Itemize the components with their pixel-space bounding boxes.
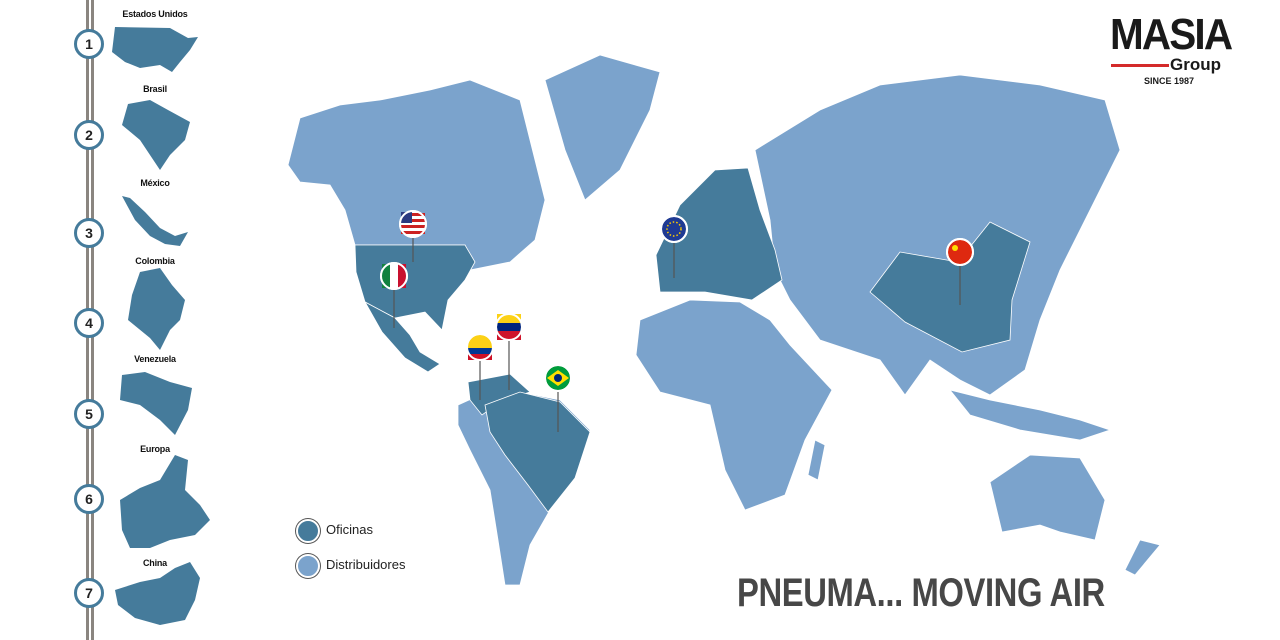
china-silhouette bbox=[115, 562, 200, 625]
country-label: Europa bbox=[140, 444, 170, 454]
eu-flag-icon bbox=[660, 215, 688, 243]
step-number: 5 bbox=[74, 399, 104, 429]
brazil-region bbox=[484, 391, 591, 513]
step-number: 7 bbox=[74, 578, 104, 608]
tagline: PNEUMA... MOVING AIR bbox=[737, 571, 1105, 615]
asia-region bbox=[754, 74, 1121, 396]
step-number: 1 bbox=[74, 29, 104, 59]
venezuela-flag-icon bbox=[495, 313, 523, 341]
distributors-legend-label: Distribuidores bbox=[326, 557, 406, 572]
country-label: México bbox=[140, 178, 170, 188]
step-number: 3 bbox=[74, 218, 104, 248]
usa-region bbox=[354, 244, 476, 331]
australia-region bbox=[989, 454, 1106, 541]
mexico-silhouette bbox=[122, 196, 188, 246]
africa-region bbox=[635, 299, 833, 511]
greenland-region bbox=[544, 54, 661, 201]
brazil-flag-icon bbox=[544, 364, 572, 392]
step-number: 2 bbox=[74, 120, 104, 150]
brazil-silhouette bbox=[122, 100, 190, 170]
new-zealand-region bbox=[1124, 539, 1161, 576]
venezuela-silhouette bbox=[120, 372, 192, 435]
usa-flag-icon bbox=[399, 210, 427, 238]
europe-silhouette bbox=[120, 455, 210, 548]
offices-legend-label: Oficinas bbox=[326, 522, 373, 537]
logo-red-line bbox=[1111, 64, 1169, 67]
colombia-silhouette bbox=[128, 268, 185, 350]
usa-silhouette bbox=[112, 27, 198, 72]
step-number: 6 bbox=[74, 484, 104, 514]
distributors-legend-swatch bbox=[296, 554, 320, 578]
north-america-region bbox=[287, 79, 546, 271]
madagascar-region bbox=[807, 439, 826, 481]
china-region bbox=[869, 221, 1031, 353]
country-label: Colombia bbox=[135, 256, 175, 266]
china-flag-icon bbox=[946, 238, 974, 266]
mexico-region bbox=[363, 300, 441, 373]
mexico-flag-icon bbox=[380, 262, 408, 290]
colombia-flag-icon bbox=[466, 333, 494, 361]
step-number: 4 bbox=[74, 308, 104, 338]
offices-legend-swatch bbox=[296, 519, 320, 543]
southeast-asia-region bbox=[948, 389, 1112, 441]
europe-region bbox=[655, 167, 783, 301]
country-label: Venezuela bbox=[134, 354, 176, 364]
logo-sub: Group bbox=[1170, 55, 1221, 74]
logo-name: MASIA bbox=[1110, 10, 1233, 59]
logo-since: SINCE 1987 bbox=[1144, 76, 1195, 86]
country-label: Brasil bbox=[143, 84, 167, 94]
country-label: China bbox=[142, 558, 167, 568]
country-label: Estados Unidos bbox=[122, 9, 188, 19]
